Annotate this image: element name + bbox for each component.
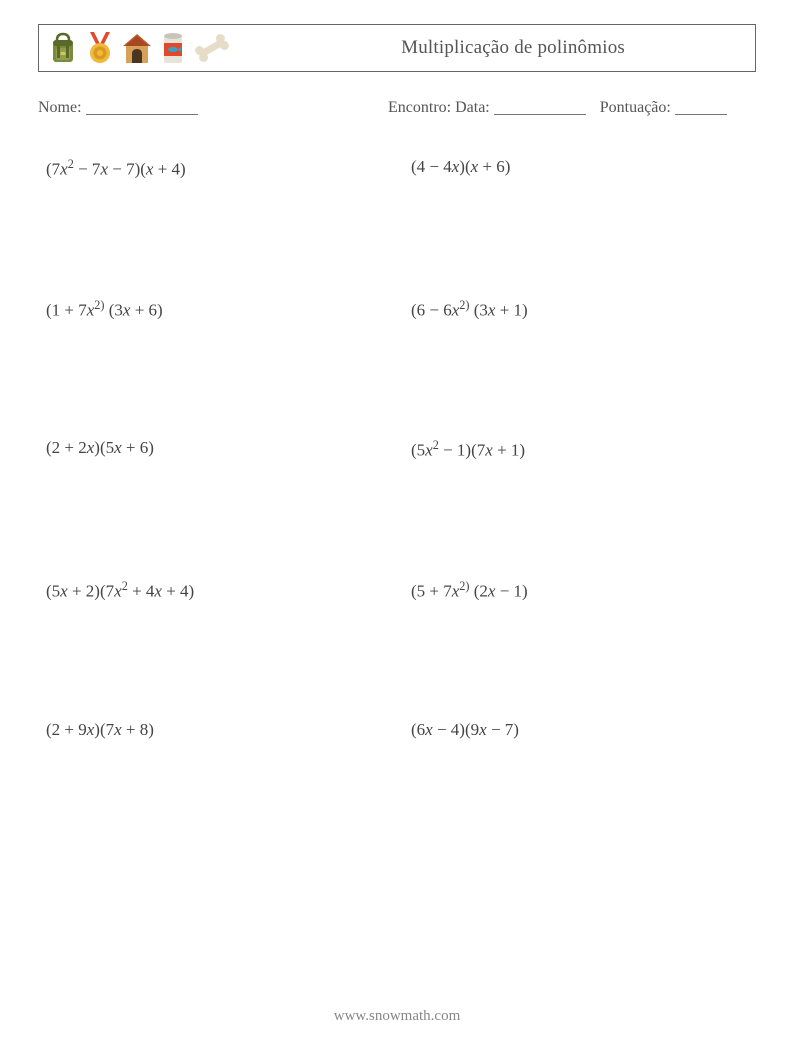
date-blank[interactable] [494,99,586,115]
score-label: Pontuação: [600,99,671,116]
header-icons [45,30,233,66]
petfood-can-icon [159,30,187,66]
footer-link[interactable]: www.snowmath.com [0,1008,794,1025]
worksheet-title: Multiplicação de polinômios [401,37,745,59]
problem-10: (6x − 4)(9x − 7) [411,720,756,740]
problem-8: (5 + 7x2) (2x − 1) [411,579,756,602]
problem-1: (7x2 − 7x − 7)(x + 4) [46,157,391,180]
problems-grid: (7x2 − 7x − 7)(x + 4) (4 − 4x)(x + 6) (1 +… [38,157,756,740]
encounter-date-label: Encontro: Data: [388,99,490,116]
bone-icon [191,30,233,66]
problem-4: (6 − 6x2) (3x + 1) [411,298,756,321]
name-blank[interactable] [86,99,198,115]
medal-icon [85,30,115,66]
doghouse-icon [119,30,155,66]
problem-3: (1 + 7x2) (3x + 6) [46,298,391,321]
backpack-icon [45,30,81,66]
problem-5: (2 + 2x)(5x + 6) [46,438,391,461]
score-blank[interactable] [675,99,727,115]
problem-2: (4 − 4x)(x + 6) [411,157,756,180]
problem-6: (5x2 − 1)(7x + 1) [411,438,756,461]
name-label: Nome: [38,99,82,116]
problem-9: (2 + 9x)(7x + 8) [46,720,391,740]
problem-7: (5x + 2)(7x2 + 4x + 4) [46,579,391,602]
info-row: Nome: Encontro: Data: Pontuação: [38,96,756,117]
worksheet-header: Multiplicação de polinômios [38,24,756,72]
